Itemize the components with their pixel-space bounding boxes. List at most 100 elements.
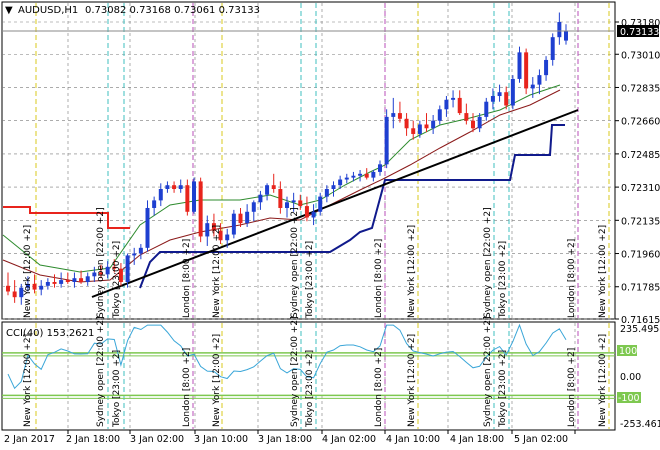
session-label: Sydney open [22:00 +2]	[290, 316, 300, 427]
cci-indicator	[2, 323, 615, 399]
candle-body	[537, 75, 542, 85]
candle-body	[557, 22, 562, 38]
candle-body	[205, 223, 210, 237]
price-tick-label: 0.72835	[621, 83, 660, 94]
price-tick-label: 0.73180	[621, 18, 660, 29]
trendline	[91, 109, 579, 298]
price-tick-label: 0.71960	[621, 250, 660, 261]
candle-body	[245, 211, 250, 224]
candle-body	[19, 287, 24, 298]
candle-body	[497, 92, 502, 97]
candle-body	[152, 200, 157, 208]
candle-body	[417, 124, 422, 134]
candle-body	[265, 185, 270, 195]
candle-body	[517, 52, 522, 79]
price-axis: 0.73180 0.73010 0.72835 0.72660 0.72485 0.723…	[615, 18, 660, 326]
candle-body	[85, 276, 90, 282]
candle-body	[6, 285, 10, 292]
cci-level-lower: -100	[618, 393, 640, 404]
time-tick-label: 3 Jan 18:00	[258, 434, 312, 445]
candle-body	[158, 189, 163, 201]
candle-body	[32, 283, 37, 290]
time-tick-label: 4 Jan 02:00	[322, 434, 376, 445]
symbol-label: AUDUSD,H1	[18, 5, 78, 16]
candle-body	[397, 113, 402, 119]
moving-average-brown	[2, 89, 561, 283]
cci-axis-bottom: -253.4615	[620, 419, 660, 430]
session-label: New York [12:00 +2]	[598, 334, 608, 427]
time-tick-label: 4 Jan 10:00	[386, 434, 440, 445]
candle-body	[404, 118, 409, 129]
candle-body	[12, 291, 17, 298]
candle-body	[25, 283, 30, 288]
time-tick-label: 2 Jan 2017	[4, 434, 55, 445]
session-label: New York [12:00 +2]	[212, 334, 222, 427]
candle-body	[544, 59, 549, 76]
candle-body	[524, 52, 529, 89]
candle-body	[271, 185, 276, 190]
price-tick-label: 0.72485	[621, 150, 660, 161]
candle-body	[331, 185, 336, 190]
candle-body	[324, 189, 329, 197]
candle-body	[564, 30, 568, 41]
time-axis: 2 Jan 2017 2 Jan 18:00 3 Jan 02:00 3 Jan 10…	[4, 430, 576, 445]
session-label: London [8:00 +2]	[567, 348, 577, 427]
candle-body	[457, 97, 462, 114]
candle-body	[471, 120, 475, 129]
candle-body	[211, 223, 216, 231]
candle-body	[530, 84, 535, 89]
candle-body	[291, 200, 296, 203]
candle-body	[52, 281, 57, 284]
candle-body	[391, 113, 396, 117]
candle-body	[364, 173, 369, 178]
candle-body	[444, 99, 449, 110]
candle-body	[351, 175, 356, 178]
session-label: Sydney open [22:00 +2]	[483, 207, 493, 318]
candle-body	[424, 124, 429, 129]
candle-body	[311, 211, 316, 218]
session-label: New York [12:00 +2]	[212, 225, 222, 318]
cci-level-upper-badge	[617, 345, 637, 356]
time-tick-label: 3 Jan 10:00	[194, 434, 248, 445]
time-tick-label: 3 Jan 02:00	[130, 434, 184, 445]
candle-body	[464, 113, 469, 121]
session-label: London [8:00 +2]	[182, 348, 192, 427]
candle-body	[318, 196, 323, 212]
session-label: Tokyo [23:00 +2]	[112, 350, 122, 428]
cci-pane[interactable]	[1, 321, 616, 431]
session-label: London [8:00 +2]	[374, 239, 384, 318]
candle-body	[92, 272, 97, 277]
candle-body	[99, 272, 103, 275]
candle-body	[358, 173, 363, 176]
candle-body	[338, 179, 343, 186]
candle-body	[225, 234, 230, 241]
candle-body	[145, 207, 150, 248]
candle-body	[192, 181, 196, 212]
cci-label: CCI(40) 153.2621	[6, 328, 94, 339]
session-label: London [8:00 +2]	[182, 239, 192, 318]
candle-body	[79, 278, 84, 282]
candle-body	[231, 213, 236, 235]
session-label: London [8:00 +2]	[374, 348, 384, 427]
session-label: Tokyo [23:00 +2]	[305, 350, 315, 428]
dropdown-arrow-icon[interactable]: ▼	[5, 5, 13, 16]
candle-body	[384, 116, 389, 165]
candle-body	[138, 247, 143, 254]
candle-body	[510, 78, 515, 106]
price-pane[interactable]	[1, 1, 616, 320]
candle-body	[198, 181, 203, 237]
session-label: Sydney open [22:00 +2]	[483, 316, 493, 427]
candle-body	[218, 230, 223, 241]
red-channel-line	[3, 206, 130, 229]
candle-body	[285, 202, 289, 208]
candle-body	[504, 92, 509, 106]
session-label: Tokyo [23:00 +2]	[498, 241, 508, 319]
candle-body	[550, 37, 555, 60]
candle-body	[185, 185, 190, 212]
session-label: Sydney open [22:00 +2]	[96, 316, 106, 427]
candle-body	[298, 200, 303, 207]
session-label: New York [12:00 +2]	[407, 334, 417, 427]
cci-line	[7, 323, 567, 390]
candle-body	[251, 202, 256, 212]
